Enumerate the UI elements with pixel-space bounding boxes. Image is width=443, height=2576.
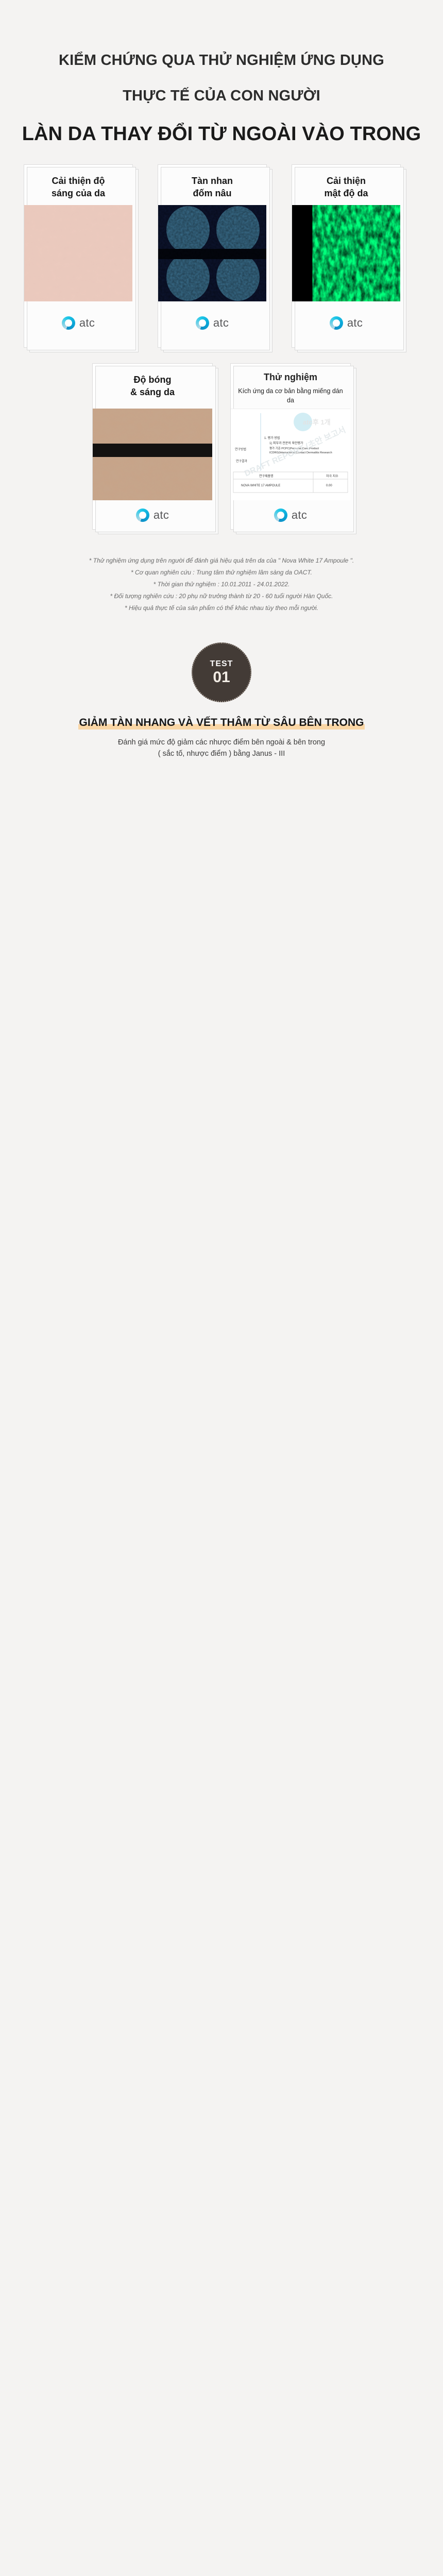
svg-text:1) 피부과 전문의 육안평가: 1) 피부과 전문의 육안평가 (269, 441, 303, 445)
svg-text:연구결과: 연구결과 (236, 459, 248, 463)
svg-text:0.00: 0.00 (326, 484, 332, 487)
svg-text:1. 평가 방법: 1. 평가 방법 (264, 436, 280, 440)
svg-text:atc후 1개: atc후 1개 (303, 418, 331, 426)
svg-text:NOVA WHITE 17 AMPOULE: NOVA WHITE 17 AMPOULE (241, 484, 280, 487)
svg-text:자극 지수: 자극 지수 (326, 474, 338, 478)
svg-text:연구제품명: 연구제품명 (259, 474, 274, 478)
svg-text:연구방법: 연구방법 (235, 447, 246, 451)
